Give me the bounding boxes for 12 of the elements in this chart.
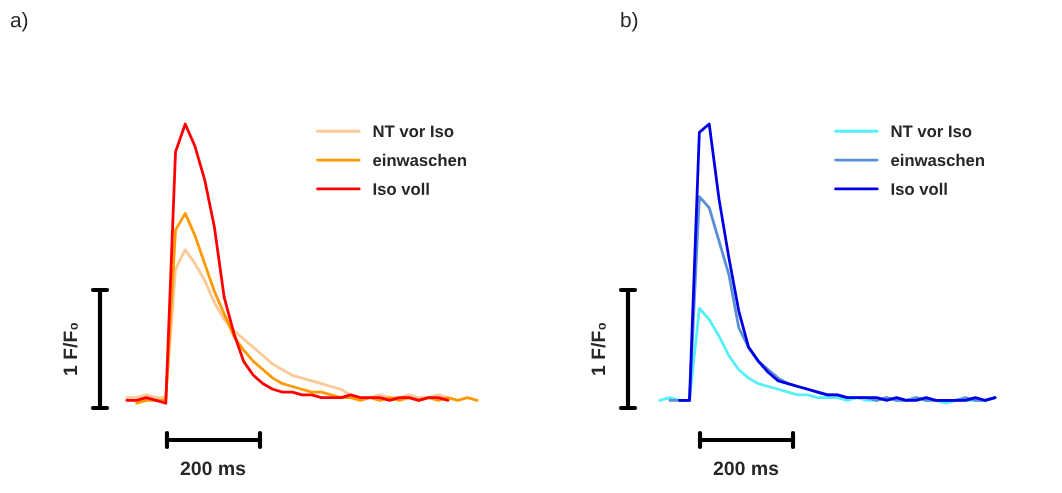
legend-label: Iso voll bbox=[373, 182, 429, 195]
chart-title: a) bbox=[10, 12, 28, 32]
text: 200 ms bbox=[180, 461, 246, 476]
legend-label: NT vor Iso bbox=[891, 125, 972, 138]
legend-label: einwaschen bbox=[373, 153, 466, 167]
text: 200 ms bbox=[713, 461, 779, 476]
legend-label: Iso voll bbox=[891, 182, 947, 195]
legend-label: NT vor Iso bbox=[373, 125, 454, 138]
text: 1 F/F₀ bbox=[590, 323, 606, 375]
chart-title: b) bbox=[621, 12, 638, 32]
text: 1 F/F₀ bbox=[62, 323, 78, 375]
legend-label: einwaschen bbox=[891, 153, 984, 167]
